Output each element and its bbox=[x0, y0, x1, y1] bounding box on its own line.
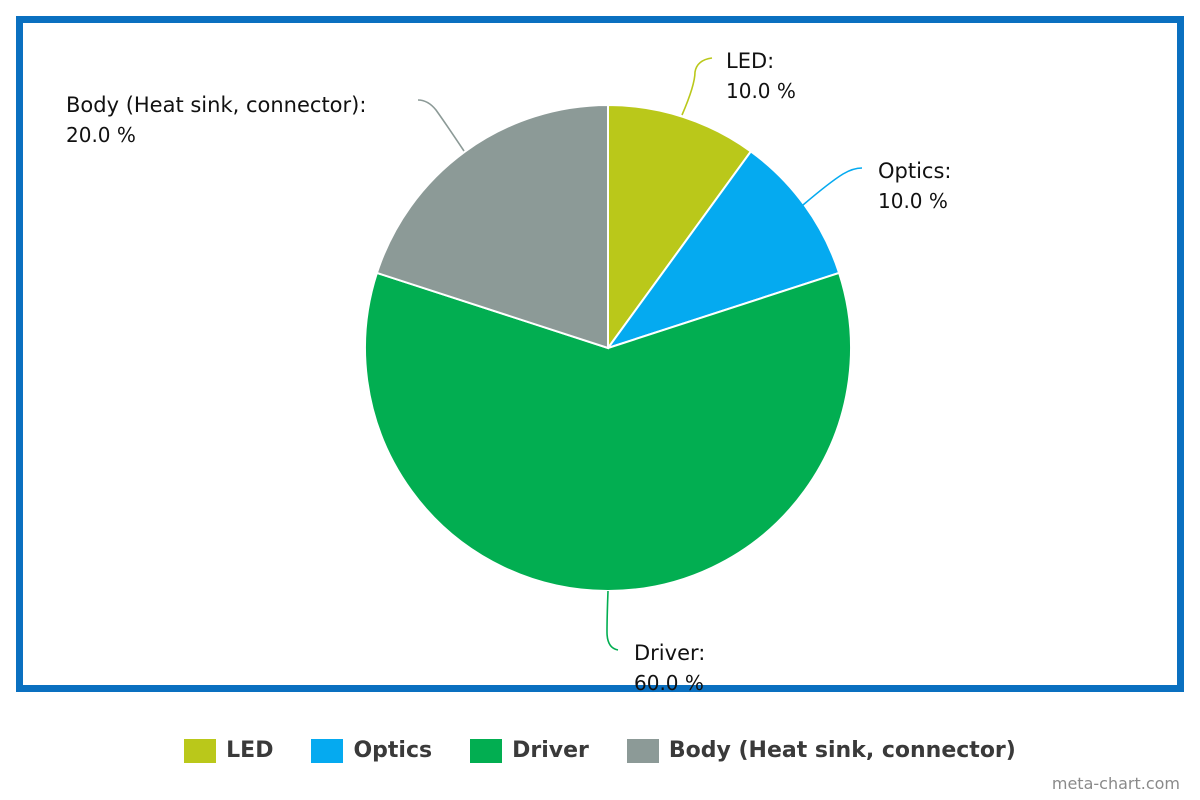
slice-label-name: Driver: bbox=[634, 641, 705, 665]
slice-label-name: Body (Heat sink, connector): bbox=[66, 93, 366, 117]
slice-label-value: 10.0 % bbox=[878, 189, 948, 213]
leader-line bbox=[802, 167, 863, 206]
slice-labels: LED: 10.0 % Optics: 10.0 % Driver: 60.0 % Body… bbox=[66, 49, 952, 695]
leader-line bbox=[681, 57, 713, 116]
legend-swatch bbox=[311, 738, 344, 763]
pie-slice-body[interactable] bbox=[375, 103, 609, 350]
legend-label: Driver bbox=[512, 738, 589, 763]
legend-item[interactable]: Optics bbox=[311, 738, 432, 763]
pie-slices bbox=[364, 103, 852, 592]
legend-label: Body (Heat sink, connector) bbox=[668, 738, 1016, 763]
slice-label-value: 60.0 % bbox=[634, 671, 704, 695]
slice-label-name: LED: bbox=[726, 49, 774, 73]
legend-label: Optics bbox=[353, 738, 433, 763]
legend-label: LED bbox=[226, 738, 274, 763]
credit-watermark: meta-chart.com bbox=[1051, 774, 1180, 793]
slice-label-value: 10.0 % bbox=[726, 79, 796, 103]
legend-item[interactable]: Body (Heat sink, connector) bbox=[626, 738, 1016, 763]
legend-swatch bbox=[626, 738, 659, 763]
leader-line bbox=[417, 99, 465, 152]
pie-slice-driver[interactable] bbox=[364, 271, 852, 592]
slice-label-name: Optics: bbox=[878, 159, 952, 183]
legend-swatch bbox=[184, 738, 217, 763]
legend-swatch bbox=[470, 738, 503, 763]
leader-line bbox=[606, 590, 619, 651]
slice-label-value: 20.0 % bbox=[66, 123, 136, 147]
legend: LED Optics Driver Body (Heat sink, connecto… bbox=[0, 738, 1200, 763]
legend-item[interactable]: Driver bbox=[470, 738, 589, 763]
pie-slice-led[interactable] bbox=[607, 103, 753, 352]
legend-item[interactable]: LED bbox=[184, 738, 273, 763]
pie-slice-optics[interactable] bbox=[605, 150, 841, 350]
